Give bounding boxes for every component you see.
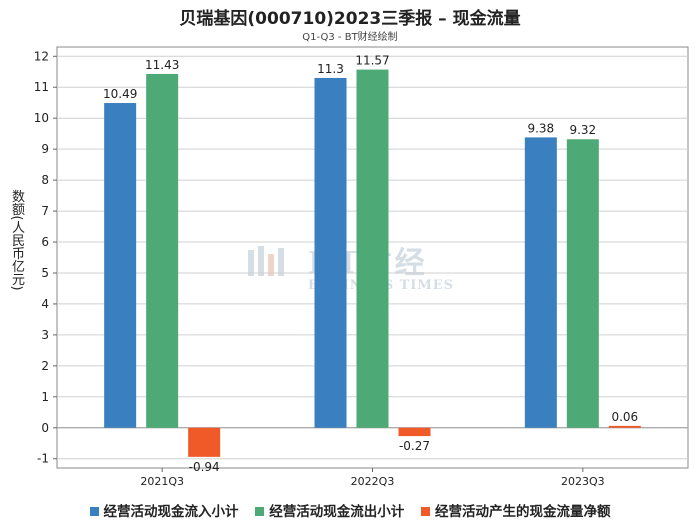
bar [398, 427, 431, 437]
y-tick-label: 12 [34, 49, 49, 63]
legend: 经营活动现金流入小计 经营活动现金流出小计 经营活动产生的现金流量净额 [0, 500, 700, 520]
data-label: 9.32 [569, 123, 596, 137]
y-tick-label: 2 [41, 359, 49, 373]
y-tick-label: 11 [34, 80, 49, 94]
y-axis-label: 数额(人民币亿元) [9, 189, 24, 291]
data-label: 11.57 [355, 54, 389, 68]
data-label: 11.3 [317, 62, 344, 76]
bar [566, 139, 599, 428]
legend-item-net[interactable]: 经营活动产生的现金流量净额 [420, 500, 611, 520]
legend-label-net: 经营活动产生的现金流量净额 [434, 504, 611, 520]
legend-item-inflow[interactable]: 经营活动现金流入小计 [89, 500, 239, 520]
legend-item-outflow[interactable]: 经营活动现金流出小计 [255, 500, 404, 520]
y-tick-label: -1 [37, 452, 49, 466]
y-tick-label: 10 [34, 111, 49, 125]
data-label: 0.06 [611, 410, 638, 424]
bar [356, 69, 389, 428]
data-label: 9.38 [527, 121, 554, 135]
y-tick-label: 6 [41, 235, 49, 249]
legend-label-inflow: 经营活动现金流入小计 [103, 504, 239, 520]
x-tick-label: 2021Q3 [140, 475, 184, 488]
legend-swatch-inflow [89, 507, 99, 516]
legend-swatch-net [420, 507, 430, 516]
data-label: -0.27 [399, 439, 430, 453]
chart-title: 贝瑞基因(000710)2023三季报 – 现金流量 [179, 9, 521, 29]
y-tick-label: 1 [41, 390, 49, 404]
y-tick-label: 0 [41, 421, 49, 435]
legend-label-outflow: 经营活动现金流出小计 [269, 504, 405, 520]
legend-swatch-outflow [255, 507, 265, 516]
y-tick-label: 4 [41, 297, 49, 311]
y-tick-label: 9 [41, 142, 49, 156]
bar [524, 137, 557, 428]
bar [608, 425, 641, 428]
bar [314, 77, 347, 428]
bar [104, 103, 137, 428]
data-label: 10.49 [103, 87, 137, 101]
y-tick-label: 3 [41, 328, 49, 342]
y-tick-label: 7 [41, 204, 49, 218]
x-tick-label: 2023Q3 [561, 475, 605, 488]
y-tick-label: 8 [41, 173, 49, 187]
chart-subtitle: Q1-Q3 - BT财经绘制 [302, 32, 398, 43]
x-tick-label: 2022Q3 [351, 475, 395, 488]
y-tick-label: 5 [41, 266, 49, 280]
data-label: -0.94 [189, 460, 220, 474]
data-label: 11.43 [145, 58, 179, 72]
bar [146, 73, 179, 428]
bar [188, 427, 221, 457]
